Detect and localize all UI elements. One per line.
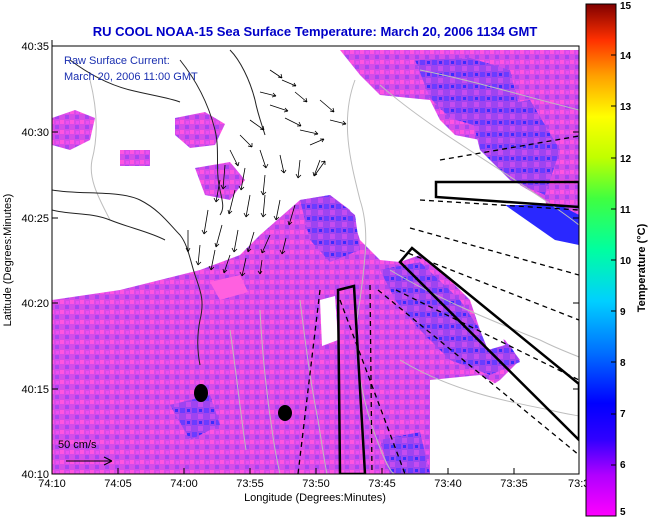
radar-sector-lines (297, 135, 579, 474)
x-tick: 74:05 (104, 478, 132, 490)
y-tick-labels: 40:35 40:30 40:25 40:20 40:15 40:10 (21, 41, 49, 481)
figure-title: RU COOL NOAA-15 Sea Surface Temperature:… (93, 24, 538, 39)
colorbar-tick: 9 (620, 307, 626, 318)
y-tick: 40:15 (21, 384, 49, 396)
y-tick: 40:20 (21, 298, 49, 310)
colorbar-tick: 7 (620, 409, 626, 420)
colorbar-tick: 14 (620, 51, 632, 62)
site-marker (278, 405, 292, 421)
colorbar-tick: 10 (620, 256, 632, 267)
x-tick: 73:35 (500, 478, 528, 490)
colorbar-tick: 5 (620, 507, 626, 518)
colorbar: 15 14 13 12 11 10 9 8 7 6 5 Temperature … (585, 1, 648, 518)
axis-ticks (51, 40, 579, 474)
colorbar-tick: 12 (620, 154, 632, 165)
x-tick: 73:45 (368, 478, 396, 490)
map-area: Raw Surface Current: March 20, 2006 11:0… (52, 46, 579, 474)
site-marker (194, 384, 208, 402)
colorbar-tick: 15 (620, 1, 632, 12)
y-tick: 40:25 (21, 213, 49, 225)
x-tick: 73:50 (302, 478, 330, 490)
y-tick: 40:10 (21, 469, 49, 481)
legend-current-label: Raw Surface Current: (64, 55, 170, 67)
legend-current-time: March 20, 2006 11:00 GMT (64, 71, 198, 83)
bathymetry-contours (89, 69, 579, 474)
colorbar-tick: 13 (620, 102, 632, 113)
x-tick: 73:3 (568, 478, 589, 490)
colorbar-tick: 11 (620, 205, 631, 216)
current-vectors (185, 69, 347, 277)
scale-label: 50 cm/s (58, 439, 97, 451)
coastline (52, 49, 266, 366)
x-tick: 74:10 (38, 478, 66, 490)
x-tick: 73:55 (236, 478, 264, 490)
colorbar-tick: 6 (620, 460, 626, 471)
colorbar-ticks: 15 14 13 12 11 10 9 8 7 6 5 (620, 1, 632, 518)
x-tick: 73:40 (434, 478, 462, 490)
colorbar-tick: 8 (620, 358, 626, 369)
y-axis-label: Latitude (Degrees:Minutes) (2, 194, 14, 327)
x-tick-labels: 74:10 74:05 74:00 73:55 73:50 73:45 73:4… (38, 478, 589, 490)
colorbar-label: Temperature (°C) (636, 223, 648, 312)
scale-arrow (66, 456, 113, 466)
x-tick: 74:00 (170, 478, 198, 490)
y-tick: 40:35 (21, 41, 49, 53)
cloud-holes (320, 296, 510, 474)
y-tick: 40:30 (21, 127, 49, 139)
sector-outlines (336, 180, 579, 474)
x-axis-label: Longitude (Degrees:Minutes) (244, 492, 386, 504)
